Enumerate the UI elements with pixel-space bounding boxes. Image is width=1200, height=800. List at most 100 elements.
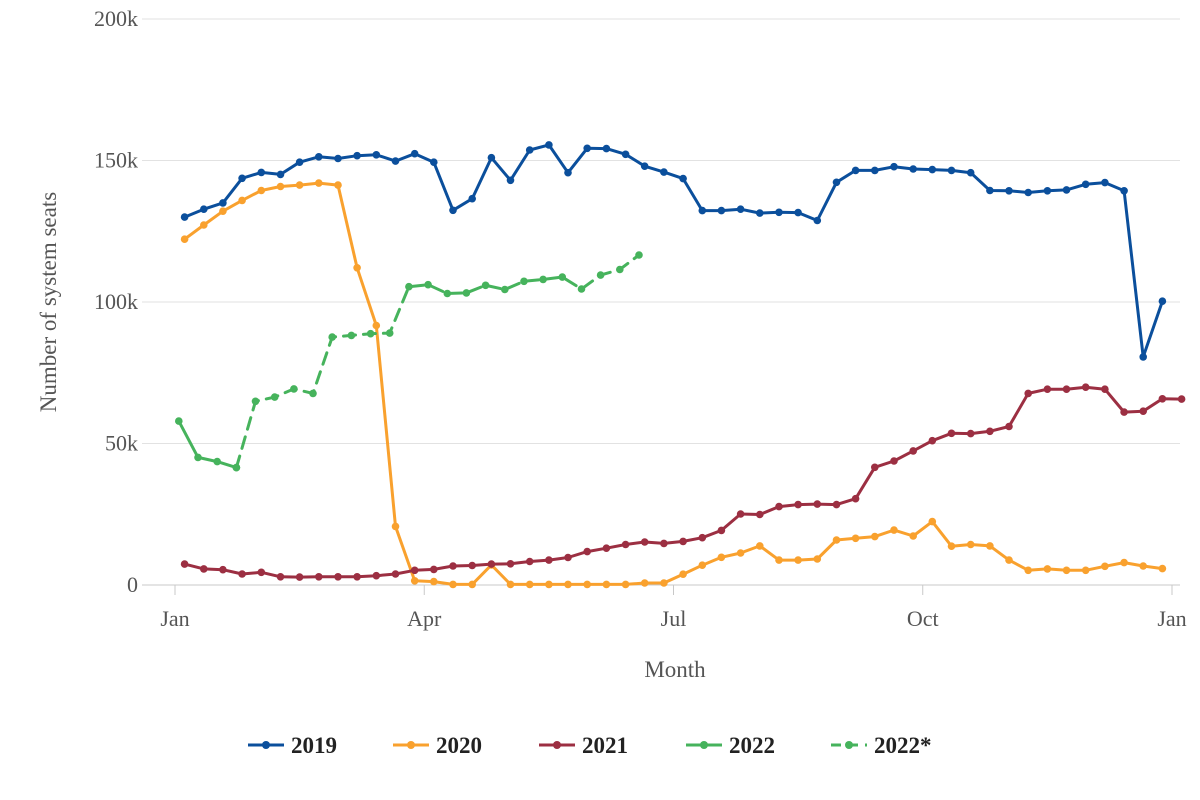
data-point[interactable] — [640, 162, 649, 170]
data-point[interactable] — [583, 547, 591, 556]
data-point[interactable] — [180, 560, 189, 568]
data-point[interactable] — [238, 174, 246, 183]
data-point[interactable] — [635, 251, 643, 259]
data-point[interactable] — [238, 196, 246, 205]
data-point[interactable] — [928, 436, 937, 445]
data-point[interactable] — [794, 500, 802, 509]
data-point[interactable] — [583, 580, 591, 589]
data-point[interactable] — [276, 182, 285, 191]
data-point[interactable] — [832, 536, 841, 544]
data-point[interactable] — [449, 580, 457, 589]
series-line[interactable] — [183, 181, 1164, 586]
data-point[interactable] — [616, 265, 624, 274]
data-point[interactable] — [986, 186, 994, 195]
data-point[interactable] — [194, 453, 202, 462]
series-line[interactable] — [177, 419, 238, 470]
data-point[interactable] — [219, 207, 227, 215]
data-point[interactable] — [1005, 187, 1013, 195]
data-point[interactable] — [947, 166, 956, 175]
data-point[interactable] — [947, 429, 956, 438]
data-point[interactable] — [257, 568, 266, 577]
data-point[interactable] — [717, 526, 726, 535]
data-point[interactable] — [1139, 562, 1147, 570]
data-point[interactable] — [890, 526, 898, 534]
data-point[interactable] — [405, 282, 413, 291]
data-point[interactable] — [1043, 565, 1052, 573]
series-line[interactable] — [183, 385, 1184, 579]
data-point[interactable] — [353, 264, 361, 272]
data-point[interactable] — [200, 221, 208, 229]
data-point[interactable] — [481, 281, 490, 290]
data-point[interactable] — [347, 331, 356, 340]
data-point[interactable] — [756, 209, 764, 217]
data-point[interactable] — [468, 561, 477, 570]
data-point[interactable] — [698, 533, 707, 542]
data-point[interactable] — [295, 573, 304, 581]
data-point[interactable] — [851, 494, 860, 503]
data-point[interactable] — [366, 329, 375, 338]
data-point[interactable] — [851, 166, 860, 175]
data-point[interactable] — [736, 510, 745, 518]
data-point[interactable] — [640, 538, 649, 546]
legend-item-2020[interactable]: 2020 — [393, 733, 482, 758]
data-point[interactable] — [736, 549, 745, 557]
data-point[interactable] — [276, 573, 285, 581]
series-2021[interactable] — [180, 383, 1186, 581]
data-point[interactable] — [1158, 564, 1167, 573]
data-point[interactable] — [520, 277, 528, 286]
data-point[interactable] — [290, 385, 298, 393]
data-point[interactable] — [1158, 297, 1167, 306]
data-point[interactable] — [1120, 408, 1128, 416]
data-point[interactable] — [698, 561, 707, 569]
data-point[interactable] — [424, 280, 432, 289]
series-line[interactable] — [234, 253, 641, 470]
data-point[interactable] — [1120, 558, 1128, 567]
series-2022-projected[interactable] — [232, 251, 643, 472]
data-point[interactable] — [410, 149, 419, 158]
data-point[interactable] — [1062, 186, 1071, 194]
data-point[interactable] — [558, 273, 567, 281]
data-point[interactable] — [213, 457, 221, 466]
data-point[interactable] — [947, 542, 956, 550]
data-point[interactable] — [391, 570, 400, 578]
data-point[interactable] — [660, 579, 668, 587]
legend-item-2022-projected[interactable]: 2022* — [831, 733, 932, 758]
data-point[interactable] — [1139, 407, 1147, 416]
data-point[interactable] — [1024, 188, 1032, 197]
data-point[interactable] — [487, 153, 496, 162]
data-point[interactable] — [391, 522, 400, 531]
data-point[interactable] — [1024, 566, 1032, 575]
data-point[interactable] — [251, 397, 260, 406]
data-point[interactable] — [468, 580, 477, 589]
data-point[interactable] — [449, 206, 457, 215]
data-point[interactable] — [832, 178, 841, 187]
data-point[interactable] — [909, 532, 917, 540]
data-point[interactable] — [698, 206, 707, 215]
data-point[interactable] — [443, 289, 452, 298]
data-point[interactable] — [736, 205, 745, 213]
data-point[interactable] — [410, 566, 419, 575]
data-point[interactable] — [1081, 566, 1090, 575]
data-point[interactable] — [180, 235, 189, 243]
data-point[interactable] — [410, 577, 419, 585]
data-point[interactable] — [621, 580, 630, 589]
data-point[interactable] — [175, 417, 183, 425]
data-point[interactable] — [328, 333, 337, 341]
data-point[interactable] — [909, 447, 917, 455]
data-point[interactable] — [1005, 556, 1013, 564]
data-point[interactable] — [487, 560, 496, 568]
data-point[interactable] — [1101, 562, 1109, 571]
data-point[interactable] — [679, 537, 687, 546]
data-point[interactable] — [468, 194, 477, 203]
series-2020[interactable] — [180, 179, 1167, 589]
data-point[interactable] — [430, 577, 438, 586]
data-point[interactable] — [1158, 395, 1167, 403]
data-point[interactable] — [602, 544, 611, 552]
data-point[interactable] — [545, 556, 553, 564]
data-point[interactable] — [564, 580, 572, 589]
data-point[interactable] — [1062, 566, 1071, 575]
data-point[interactable] — [564, 168, 572, 177]
data-point[interactable] — [353, 573, 361, 581]
data-point[interactable] — [986, 542, 994, 550]
data-point[interactable] — [372, 571, 381, 580]
